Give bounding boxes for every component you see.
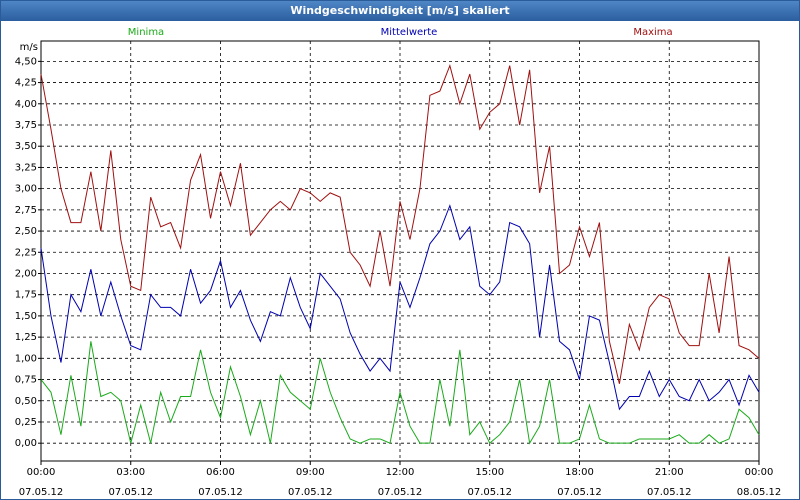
x-tick-label: 09:00 07.05.12 [287, 467, 333, 498]
x-tick-label: 12:00 07.05.12 [377, 467, 423, 498]
y-tick-label: 3,50 [15, 141, 37, 152]
y-tick-label: 2,75 [15, 205, 37, 216]
y-tick-label: 2,00 [15, 268, 37, 279]
x-tick-label: 21:00 07.05.12 [646, 467, 692, 498]
y-tick-label: 3,25 [15, 162, 37, 173]
series-line [40, 63, 760, 384]
y-tick-label: 1,50 [15, 311, 37, 322]
y-tick-label: 2,25 [15, 247, 37, 258]
x-tick-label: 06:00 07.05.12 [198, 467, 243, 498]
y-tick-label: 4,00 [15, 99, 37, 110]
x-tick-label: 03:00 07.05.12 [108, 467, 154, 498]
legend-entry: Minima [128, 27, 164, 38]
x-tick-label: 15:00 07.05.12 [467, 467, 513, 498]
series-line [40, 341, 760, 445]
y-tick-label: 0,50 [15, 396, 37, 407]
y-tick-label: 1,00 [15, 353, 37, 364]
x-tick-label: 00:00 07.05.12 [18, 467, 64, 498]
y-tick-label: 3,75 [15, 120, 37, 131]
y-tick-label: 0,00 [15, 438, 37, 449]
y-tick-label: 0,25 [15, 417, 37, 428]
series-line [40, 204, 760, 411]
y-tick-label: 1,75 [15, 290, 37, 301]
y-tick-label: 4,50 [15, 56, 37, 67]
y-tick-label: 0,75 [15, 375, 37, 386]
y-tick-label: 3,00 [15, 184, 37, 195]
y-tick-label: 2,50 [15, 226, 37, 237]
y-tick-label: 1,25 [15, 332, 37, 343]
y-axis-label: m/s [20, 42, 38, 53]
legend-entry: Mittelwerte [381, 27, 438, 38]
y-tick-label: 4,25 [15, 78, 37, 89]
legend-entry: Maxima [633, 27, 672, 38]
title-bar: Windgeschwindigkeit [m/s] skaliert [1, 1, 799, 21]
x-tick-label: 00:00 08.05.12 [736, 467, 782, 498]
x-tick-label: 18:00 07.05.12 [557, 467, 602, 498]
